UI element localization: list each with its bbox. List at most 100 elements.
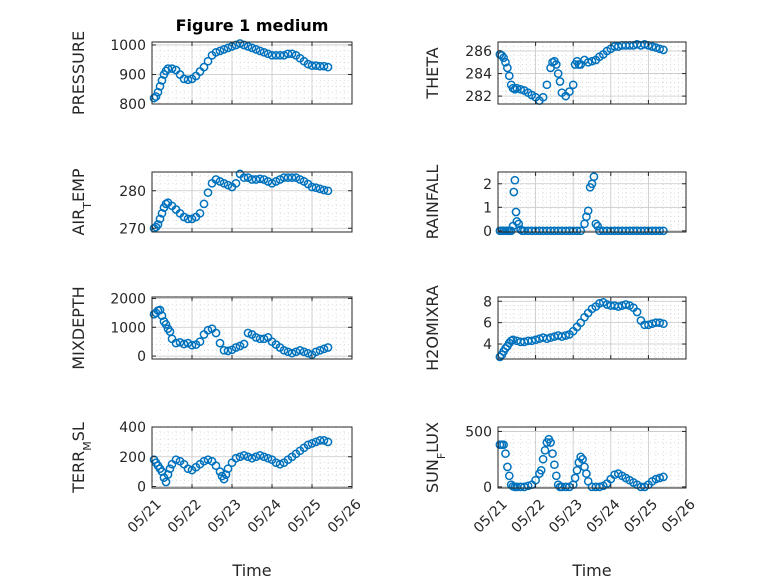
data-point [175, 337, 185, 347]
axes-box [497, 171, 687, 233]
data-point [215, 338, 225, 348]
data-point [589, 172, 599, 182]
data-point [255, 450, 265, 460]
data-point [231, 178, 241, 188]
y-axis-label: H2OMIXRA [423, 285, 442, 371]
y-tick-label: 500 [465, 424, 492, 440]
data-point [551, 60, 561, 69]
data-point [519, 482, 529, 492]
data-point [659, 226, 668, 236]
data-point [243, 42, 253, 51]
data-point [636, 482, 646, 492]
data-point [311, 61, 321, 70]
x-tick-label: 05/22 [165, 496, 205, 536]
y-tick-label: 1000 [110, 38, 146, 54]
data-point [323, 186, 333, 196]
x-tick-label: 05/21 [471, 496, 511, 536]
data-point [501, 57, 510, 67]
data-point [655, 473, 665, 483]
data-point [163, 64, 173, 73]
data-point [580, 219, 589, 229]
data-point [239, 173, 249, 182]
data-point [165, 464, 175, 474]
data-point [255, 174, 265, 184]
subplot-air-temp: 270 280 AIRTEMP [69, 168, 353, 237]
axes-box [151, 41, 353, 105]
data-point [259, 334, 269, 344]
data-point [536, 465, 546, 475]
data-point [319, 436, 329, 445]
x-tick-label: 05/21 [125, 496, 165, 536]
data-point [307, 182, 317, 192]
data-point [538, 454, 548, 464]
data-point [157, 208, 167, 218]
data-point [239, 339, 249, 349]
data-point [219, 474, 229, 484]
data-point [551, 471, 561, 481]
data-point [572, 465, 582, 475]
data-point [582, 212, 591, 222]
subplot-h2omixra: 4 6 8 H2OMIXRA [423, 285, 687, 371]
data-point [183, 214, 193, 224]
y-tick-label: 1000 [110, 320, 146, 336]
x-tick-label: 05/26 [325, 496, 365, 536]
data-point [219, 178, 229, 188]
data-point [161, 477, 171, 487]
x-tick-label: 05/24 [584, 496, 624, 536]
data-point [231, 453, 241, 463]
data-point [203, 56, 213, 66]
data-point [157, 311, 167, 321]
subplot-terr-msl: 0 200 400 05/21 05/22 05/23 05/24 05/25 05/26 Tim… [69, 420, 365, 580]
y-tick-label: 200 [119, 450, 146, 466]
data-point [151, 92, 161, 101]
data-point [287, 173, 297, 182]
data-point [621, 300, 631, 309]
data-point [271, 458, 281, 468]
data-point [247, 43, 257, 53]
data-point [565, 87, 574, 96]
y-tick-label: 4 [483, 337, 492, 353]
data-point [203, 455, 213, 465]
data-point [203, 325, 213, 335]
data-point [259, 452, 269, 462]
data-point [195, 337, 205, 347]
data-point [510, 175, 520, 185]
data-point [583, 57, 593, 67]
y-tick-label: 0 [137, 480, 146, 496]
y-tick-label: 284 [465, 67, 492, 83]
data-point [512, 83, 522, 93]
data-point [548, 449, 557, 458]
data-point [311, 183, 321, 193]
data-point [576, 452, 586, 462]
data-point [167, 459, 177, 469]
data-point [235, 452, 245, 462]
data-point [211, 328, 221, 338]
data-point [319, 61, 329, 71]
data-point [155, 305, 165, 315]
subplot-rainfall: 0 1 2 RAINFALL [423, 165, 687, 240]
data-point [215, 46, 225, 56]
data-point [199, 199, 209, 209]
y-tick-label: 270 [119, 221, 146, 237]
subplot-mixdepth: 0 1000 2000 MIXDEPTH [69, 286, 353, 370]
data-point [570, 473, 580, 483]
data-point [506, 226, 516, 236]
data-point [531, 335, 540, 345]
data-point [542, 80, 552, 90]
data-point [587, 56, 597, 66]
data-point [307, 61, 317, 70]
data-point [263, 49, 273, 59]
data-point [501, 449, 510, 458]
data-point [219, 45, 229, 54]
data-point [279, 173, 289, 182]
axes-box [151, 296, 353, 360]
data-point [655, 44, 665, 54]
data-point [183, 75, 193, 85]
data-point [655, 318, 665, 328]
y-tick-label: 1 [483, 200, 492, 216]
data-point [555, 77, 565, 86]
data-point [546, 333, 555, 342]
data-point [595, 482, 604, 492]
x-tick-label: 05/24 [245, 496, 285, 536]
